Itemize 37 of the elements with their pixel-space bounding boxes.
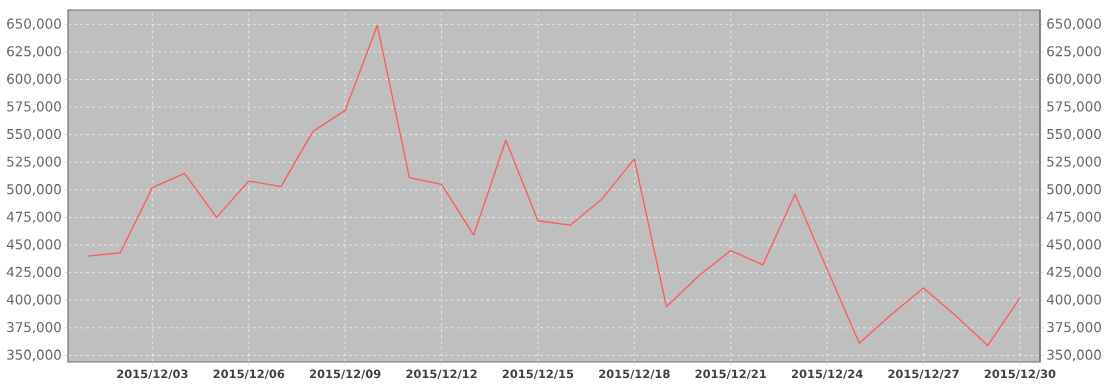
x-tick-label: 2015/12/27 xyxy=(888,369,959,380)
y2-tick-label: 550,000 xyxy=(1047,128,1101,141)
x-tick-label: 2015/12/21 xyxy=(695,369,767,380)
y2-tick-label: 400,000 xyxy=(1046,294,1101,306)
y-tick-label: 475,000 xyxy=(6,211,61,224)
y-tick-label: 650,000 xyxy=(7,18,61,31)
y-tick-label: 525,000 xyxy=(7,156,61,169)
y2-tick-label: 575,000 xyxy=(1047,101,1101,113)
x-tick-label: 2015/12/24 xyxy=(791,369,863,380)
y2-tick-label: 625,000 xyxy=(1047,46,1101,58)
x-tick-label: 2015/12/09 xyxy=(309,369,381,380)
y2-tick-label: 650,000 xyxy=(1047,18,1101,31)
x-tick-label: 2015/12/12 xyxy=(406,369,477,380)
x-tick-label: 2015/12/18 xyxy=(599,369,670,380)
y-tick-label: 400,000 xyxy=(6,294,61,306)
y-tick-label: 450,000 xyxy=(6,239,61,251)
y2-tick-label: 350,000 xyxy=(1047,349,1101,362)
y-tick-label: 500,000 xyxy=(7,184,61,196)
y2-tick-label: 500,000 xyxy=(1047,184,1101,196)
y2-tick-label: 425,000 xyxy=(1046,266,1101,279)
y-tick-label: 625,000 xyxy=(7,46,61,58)
x-tick-label: 2015/12/30 xyxy=(984,369,1056,380)
y-tick-label: 550,000 xyxy=(7,128,61,141)
y-tick-label: 600,000 xyxy=(7,73,61,86)
y-tick-label: 575,000 xyxy=(7,101,61,113)
y-tick-label: 375,000 xyxy=(7,322,61,334)
line-series xyxy=(87,24,1021,347)
y2-tick-label: 375,000 xyxy=(1047,322,1101,334)
y2-tick-label: 450,000 xyxy=(1046,239,1101,251)
y2-tick-label: 525,000 xyxy=(1047,156,1101,169)
x-tick-label: 2015/12/03 xyxy=(117,369,188,380)
y-tick-label: 425,000 xyxy=(6,266,61,279)
y2-tick-label: 600,000 xyxy=(1047,73,1101,86)
x-tick-label: 2015/12/06 xyxy=(213,369,285,380)
x-tick-label: 2015/12/15 xyxy=(502,369,574,380)
y-tick-label: 350,000 xyxy=(7,349,61,362)
y2-tick-label: 475,000 xyxy=(1046,211,1101,224)
